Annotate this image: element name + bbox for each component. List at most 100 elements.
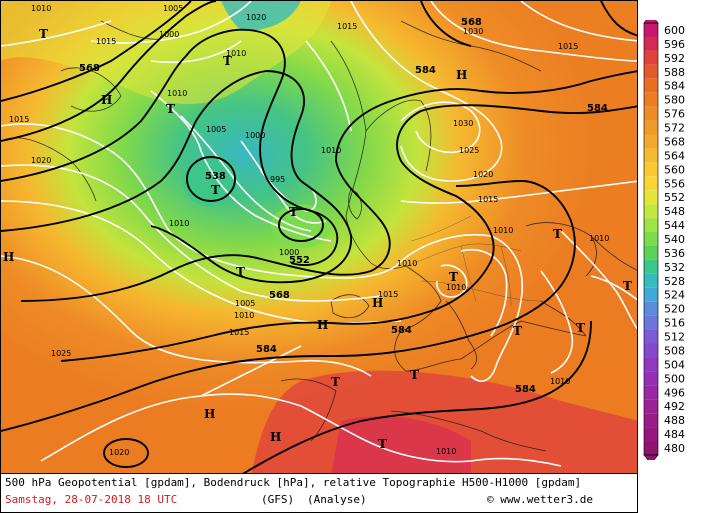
legend-tick-label: 516 <box>664 317 685 330</box>
low-pressure-marker: T <box>513 324 522 338</box>
legend-tick-label: 524 <box>664 289 685 302</box>
pressure-label: 1015 <box>378 290 398 299</box>
pressure-labels: 1010 1005 1000 1020 1015 1010 1015 1030 … <box>9 4 609 457</box>
legend-tick-label: 492 <box>664 400 685 413</box>
pressure-label: 1015 <box>478 195 498 204</box>
pressure-label: 1015 <box>337 22 357 31</box>
geopotential-label: 538 <box>205 171 226 182</box>
map-caption: 500 hPa Geopotential [gpdam], Bodendruck… <box>0 474 638 513</box>
legend-tick-label: 528 <box>664 275 685 288</box>
legend-swatch <box>644 92 658 107</box>
pressure-label: 1015 <box>9 115 29 124</box>
legend-swatch <box>644 64 658 79</box>
legend-swatch <box>644 371 658 386</box>
pressure-label: 1010 <box>226 49 246 58</box>
legend-tick-label: 568 <box>664 135 685 148</box>
legend-tick-label: 580 <box>664 94 685 107</box>
low-pressure-marker: T <box>553 227 562 241</box>
legend-tick-label: 480 <box>664 442 685 455</box>
caption-title: 500 hPa Geopotential [gpdam], Bodendruck… <box>5 476 582 489</box>
legend-swatch <box>644 120 658 135</box>
legend-swatch <box>644 357 658 372</box>
legend-tick-label: 496 <box>664 386 685 399</box>
legend-tick-label: 600 <box>664 24 685 37</box>
pressure-label: 1010 <box>31 4 51 13</box>
high-pressure-marker: H <box>270 430 281 444</box>
geopotential-label: 584 <box>587 103 608 114</box>
warm-air-core-center <box>331 416 471 473</box>
high-pressure-marker: H <box>372 296 383 310</box>
high-pressure-marker: H <box>3 250 14 264</box>
legend-swatch <box>644 204 658 219</box>
caption-copyright: © www.wetter3.de <box>487 493 593 506</box>
pressure-label: 1025 <box>459 146 479 155</box>
cold-core-north <box>221 1 301 31</box>
pressure-label: 1010 <box>169 219 189 228</box>
pressure-label: 1010 <box>589 234 609 243</box>
legend-swatch <box>644 106 658 121</box>
legend-tick-label: 572 <box>664 122 685 135</box>
legend-arrow-top <box>643 13 659 24</box>
pressure-label: 1015 <box>229 328 249 337</box>
high-pressure-marker: H <box>204 407 215 421</box>
pressure-label: 995 <box>270 175 285 184</box>
caption-info: Samstag, 28-07-2018 18 UTC (GFS) (Analys… <box>5 492 635 508</box>
pressure-label: 1020 <box>109 448 129 457</box>
pressure-label: 1000 <box>279 248 299 257</box>
low-pressure-marker: T <box>166 102 175 116</box>
weather-map: 1010 1005 1000 1020 1015 1010 1015 1030 … <box>0 0 638 474</box>
legend-tick-label: 576 <box>664 108 685 121</box>
map-canvas: 1010 1005 1000 1020 1015 1010 1015 1030 … <box>1 1 637 473</box>
geopotential-label: 584 <box>515 384 536 395</box>
legend-swatch <box>644 399 658 414</box>
legend-tick-label: 552 <box>664 191 685 204</box>
legend-swatch <box>644 78 658 93</box>
low-pressure-marker: T <box>623 279 632 293</box>
pressure-label: 1000 <box>245 131 265 140</box>
geopotential-contours <box>1 1 637 473</box>
legend-swatch <box>644 385 658 400</box>
legend-swatch <box>644 259 658 274</box>
legend-swatch <box>644 273 658 288</box>
isobars <box>1 1 637 467</box>
caption-date: Samstag, 28-07-2018 18 UTC <box>5 493 178 506</box>
legend-swatch <box>644 148 658 163</box>
legend-tick-label: 584 <box>664 80 685 93</box>
legend-swatch <box>644 190 658 205</box>
geopotential-label: 584 <box>256 344 277 355</box>
pressure-label: 1010 <box>234 311 254 320</box>
pressure-label: 1010 <box>397 259 417 268</box>
legend-swatch <box>644 287 658 302</box>
pressure-label: 1005 <box>206 125 226 134</box>
geopotential-labels: 568 568 584 584 538 552 568 584 584 584 <box>79 17 608 395</box>
legend-swatch <box>644 23 658 37</box>
legend-tick-label: 532 <box>664 261 685 274</box>
legend-swatch <box>644 245 658 260</box>
legend-tick-label: 500 <box>664 372 685 385</box>
low-pressure-marker: T <box>576 321 585 335</box>
low-pressure-marker: T <box>211 183 220 197</box>
low-pressure-marker: T <box>39 27 48 41</box>
color-scale: 6005965925885845805765725685645605565525… <box>643 13 685 465</box>
legend-swatch <box>644 162 658 177</box>
legend-tick-label: 484 <box>664 428 685 441</box>
legend-tick-label: 548 <box>664 205 685 218</box>
pressure-label: 1030 <box>463 27 483 36</box>
high-pressure-marker: H <box>456 68 467 82</box>
legend-swatch <box>644 218 658 233</box>
legend-tick-label: 588 <box>664 66 685 79</box>
legend-tick-label: 592 <box>664 52 685 65</box>
pressure-label: 1010 <box>436 447 456 456</box>
geopotential-label: 552 <box>289 255 310 266</box>
legend-tick-label: 504 <box>664 358 685 371</box>
geopotential-label: 568 <box>461 17 482 28</box>
legend-swatch <box>644 343 658 358</box>
pressure-label: 1025 <box>51 349 71 358</box>
low-pressure-marker: T <box>223 54 232 68</box>
legend-swatch <box>644 232 658 246</box>
pressure-label: 1010 <box>167 89 187 98</box>
low-pressure-marker: T <box>449 270 458 284</box>
pressure-label: 1010 <box>550 377 570 386</box>
legend-tick-label: 560 <box>664 163 685 176</box>
low-pressure-marker: T <box>289 205 298 219</box>
